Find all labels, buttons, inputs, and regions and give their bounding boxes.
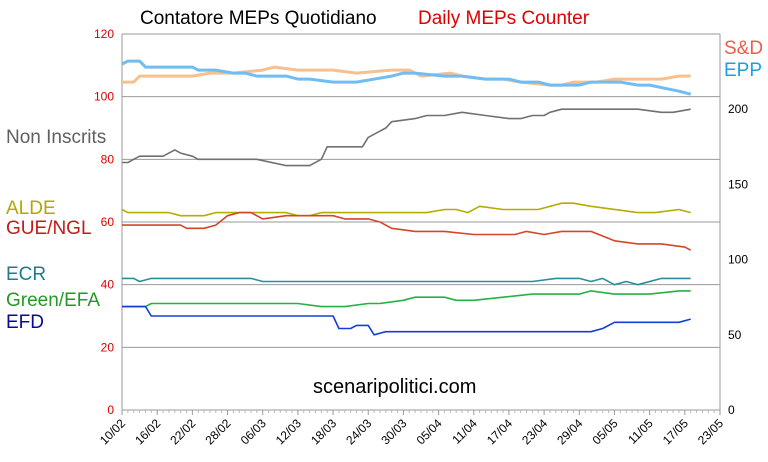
x-tick-label-11-04: 11/04 [449,416,480,447]
gridlines [122,33,720,348]
y-left-tick-0: 0 [107,403,114,417]
series-line-ecr [122,277,691,286]
series-label-gue-ngl: GUE/NGL [6,218,92,239]
series-label-efd: EFD [6,312,44,333]
y-left-tick-120: 120 [94,27,114,41]
series-label-non-inscrits: Non Inscrits [6,127,106,148]
x-tick-label-18-03: 18/03 [308,416,339,447]
y-right-tick-200: 200 [728,102,748,116]
x-tick-label-05-05: 05/05 [589,416,620,447]
x-tick-label-11-05: 11/05 [625,416,656,447]
x-tick-label-12-03: 12/03 [273,416,304,447]
x-tick-label-30-03: 30/03 [378,416,409,447]
series-label-alde: ALDE [6,198,56,219]
y-left-tick-80: 80 [101,152,115,166]
x-tick-label-23-05: 23/05 [695,416,726,447]
y-left-tick-20: 20 [101,340,115,354]
series-line-gue-ngl [122,211,692,251]
x-tick-label-10-02: 10/02 [97,416,128,447]
series-line-green-efa [122,290,691,308]
x-tick-label-29-04: 29/04 [554,416,585,447]
x-tick-label-22-02: 22/02 [167,416,198,447]
y-left-tick-40: 40 [101,278,115,292]
title-italian: Contatore MEPs Quotidiano [140,8,377,29]
series-line-efd [122,305,691,336]
series-label-green-efa: Green/EFA [6,290,100,311]
y-left-tick-60: 60 [101,215,115,229]
series-line-non-inscrits [122,108,691,167]
x-tick-label-17-05: 17/05 [660,416,691,447]
x-tick-label-24-03: 24/03 [343,416,374,447]
x-tick-label-16-02: 16/02 [132,416,163,447]
y-right-tick-0: 0 [728,403,735,417]
series-line-alde [121,202,691,217]
title-english: Daily MEPs Counter [418,8,590,29]
x-tick-label-06-03: 06/03 [238,416,269,447]
y-right-tick-100: 100 [728,253,748,267]
series-label-epp: EPP [724,60,762,81]
x-tick-label-05-04: 05/04 [414,416,445,447]
x-tick-label-23-04: 23/04 [519,416,550,447]
series-label-s-d: S&D [724,38,763,59]
y-right-tick-150: 150 [728,177,748,191]
watermark-text: scenaripolitici.com [313,376,476,398]
x-tick-label-17-04: 17/04 [484,416,515,447]
x-tick-label-28-02: 28/02 [203,416,234,447]
series-lines [121,59,692,336]
series-line-epp [121,59,692,96]
y-right-tick-50: 50 [728,328,742,342]
series-label-ecr: ECR [6,264,46,285]
y-left-tick-100: 100 [94,90,114,104]
